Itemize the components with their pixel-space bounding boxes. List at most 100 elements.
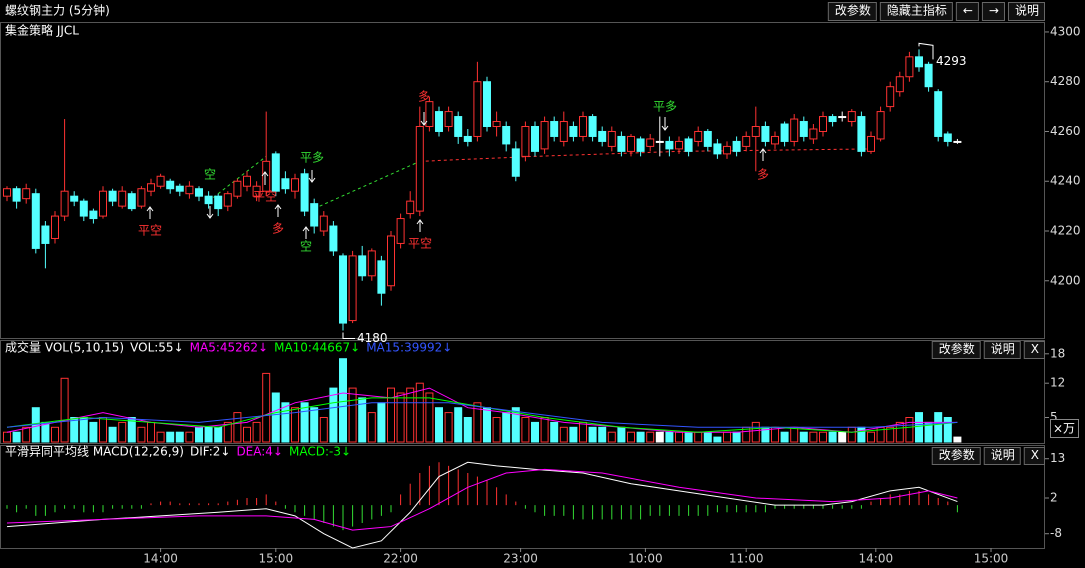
button-label[interactable]: X — [1031, 448, 1039, 462]
volume-bar — [847, 426, 856, 443]
button-label[interactable]: 说明 — [1015, 3, 1039, 18]
signal-label: 平空 — [138, 224, 162, 238]
candle-body — [867, 135, 875, 152]
volume-bar — [156, 431, 165, 443]
x-tick-label: 15:00 — [974, 552, 1009, 566]
volume-bar — [60, 377, 69, 443]
volume-bar — [751, 421, 760, 443]
volume-bar — [233, 412, 242, 443]
volume-bar — [339, 358, 347, 443]
volume-bar — [22, 426, 31, 443]
button[interactable] — [879, 2, 953, 21]
volume-bar — [492, 417, 501, 443]
candle-body — [3, 188, 11, 197]
x-tick-label: 14:00 — [859, 552, 894, 566]
button-label[interactable]: 说明 — [991, 341, 1015, 356]
candle-body — [502, 126, 511, 145]
y-tick-label: 12 — [1050, 376, 1065, 390]
signal-label: 多 — [272, 222, 284, 236]
volume-bar — [415, 382, 424, 443]
candle-body — [156, 175, 165, 187]
volume-bar — [319, 417, 328, 443]
volume-bar — [425, 392, 434, 443]
x-tick-label: 15:00 — [259, 552, 294, 566]
volume-bar — [780, 431, 789, 443]
candle-body — [511, 148, 520, 177]
signal-label: 空 — [204, 168, 216, 182]
button-label[interactable]: X — [1031, 342, 1039, 356]
button[interactable] — [983, 447, 1021, 465]
y-tick-label: 4240 — [1050, 174, 1081, 188]
button-label[interactable]: 说明 — [991, 447, 1015, 462]
volume-bar — [655, 431, 664, 443]
volume-bar — [99, 417, 107, 443]
button[interactable] — [1007, 2, 1045, 21]
candle-body — [291, 178, 299, 192]
volume-bar — [387, 387, 395, 443]
volume-bar — [204, 426, 213, 443]
button-label[interactable]: 改参数 — [835, 3, 871, 18]
legend-entry: DIF:2↓ — [190, 445, 230, 459]
volume-bar — [70, 417, 79, 443]
button-label[interactable]: 改参数 — [939, 341, 975, 356]
volume-bar — [377, 402, 386, 443]
button[interactable] — [1023, 447, 1045, 465]
candle-body — [857, 116, 866, 152]
volume-bar — [367, 412, 376, 443]
volume-bar — [483, 407, 491, 443]
button-label[interactable]: ← — [963, 4, 973, 18]
min-marker — [342, 332, 355, 340]
button-label[interactable]: 改参数 — [939, 447, 975, 462]
button[interactable] — [955, 2, 979, 21]
candle-body — [819, 116, 827, 132]
volume-bar — [799, 431, 808, 443]
volume-bar — [617, 426, 626, 443]
volume-bar — [857, 426, 866, 443]
indicator-name: 集金策略 JJCL — [5, 23, 79, 38]
button[interactable] — [983, 341, 1021, 359]
signal-label: 平多 — [653, 100, 677, 114]
volume-bar — [252, 421, 261, 443]
volume-bar — [588, 426, 597, 443]
volume-bar — [166, 431, 175, 443]
button[interactable] — [931, 447, 981, 465]
x-tick-label: 23:00 — [503, 552, 538, 566]
candle-body — [579, 116, 587, 137]
x-tick-label: 22:00 — [383, 552, 418, 566]
candle-body — [348, 255, 357, 322]
candle-body — [761, 126, 770, 142]
volume-bar — [550, 421, 559, 443]
signal-arrow — [308, 170, 316, 183]
candle-body — [444, 111, 453, 128]
candle-body — [185, 185, 194, 195]
volume-bar — [223, 421, 232, 443]
candle-body — [895, 76, 904, 93]
volume-bar — [473, 402, 482, 443]
volume-bar — [127, 417, 136, 443]
line-series — [6, 461, 958, 549]
candle-body — [31, 193, 40, 249]
signal-arrow — [302, 226, 310, 239]
button[interactable] — [931, 341, 981, 359]
candle-body — [847, 111, 856, 123]
button-label[interactable]: 隐藏主指标 — [887, 3, 947, 18]
volume-bar — [310, 407, 319, 443]
candle-body — [387, 235, 395, 287]
candle-body — [214, 195, 223, 210]
line-series — [6, 402, 958, 428]
volume-bar — [348, 387, 357, 443]
candle-body — [876, 111, 885, 140]
button[interactable] — [981, 2, 1005, 21]
candle-body — [780, 123, 789, 142]
candle-body — [22, 188, 31, 200]
button-label[interactable]: → — [989, 4, 999, 18]
volume-bar — [559, 426, 568, 443]
volume-bar — [79, 417, 88, 443]
button[interactable] — [827, 2, 877, 21]
volume-bar — [953, 436, 962, 443]
button[interactable] — [1023, 341, 1045, 359]
volume-bar — [147, 421, 155, 443]
x-tick-label: 10:00 — [628, 552, 663, 566]
